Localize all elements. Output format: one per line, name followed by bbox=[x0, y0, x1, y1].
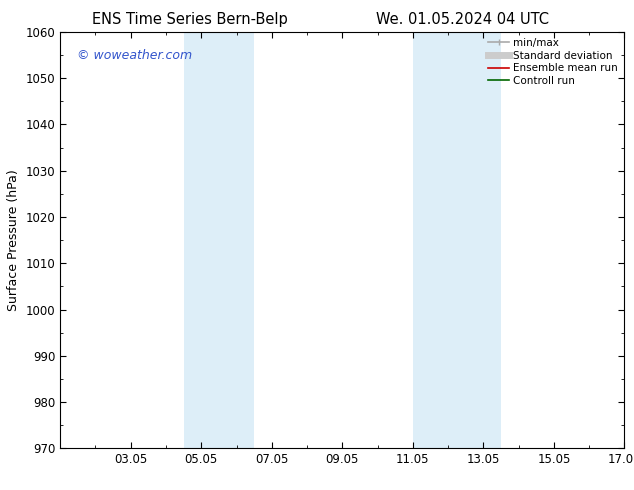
Text: © woweather.com: © woweather.com bbox=[77, 49, 192, 62]
Bar bbox=[413, 32, 501, 448]
Bar bbox=[184, 32, 254, 448]
Y-axis label: Surface Pressure (hPa): Surface Pressure (hPa) bbox=[7, 169, 20, 311]
Text: We. 01.05.2024 04 UTC: We. 01.05.2024 04 UTC bbox=[377, 12, 549, 27]
Legend: min/max, Standard deviation, Ensemble mean run, Controll run: min/max, Standard deviation, Ensemble me… bbox=[486, 35, 621, 89]
Text: ENS Time Series Bern-Belp: ENS Time Series Bern-Belp bbox=[93, 12, 288, 27]
